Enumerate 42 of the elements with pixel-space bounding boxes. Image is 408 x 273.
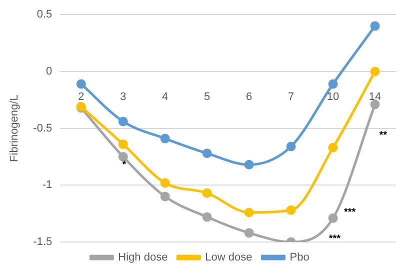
legend-label: Low dose	[205, 252, 252, 264]
x-tick-label: 5	[204, 91, 210, 104]
point	[328, 213, 338, 223]
x-tick-label: 14	[368, 91, 382, 104]
point	[244, 160, 254, 170]
y-axis-title: Fibrinogeng/L	[8, 94, 21, 162]
point	[160, 134, 170, 144]
point	[160, 192, 170, 202]
point	[202, 148, 212, 158]
annotation: ***	[344, 207, 356, 218]
point	[286, 205, 296, 215]
point	[286, 142, 296, 152]
point	[328, 142, 338, 152]
point	[370, 100, 380, 110]
x-tick-label: 10	[326, 91, 340, 104]
annotation: *	[122, 159, 126, 170]
point	[370, 21, 380, 31]
legend-label: High dose	[118, 252, 168, 264]
point	[244, 208, 254, 218]
point	[118, 152, 128, 162]
y-tick-label: -0.5	[33, 122, 52, 134]
point	[244, 228, 254, 238]
point	[76, 79, 86, 89]
x-tick-label: 4	[162, 91, 168, 104]
annotation: ***	[328, 233, 341, 244]
y-tick-label: -1.5	[33, 236, 52, 248]
x-tick-label: 6	[246, 91, 252, 104]
x-tick-label: 3	[120, 91, 126, 104]
point	[118, 139, 128, 149]
legend-label: Pbo	[290, 252, 310, 264]
x-tick-label: 2	[78, 91, 84, 104]
y-tick-label: -1	[42, 179, 52, 192]
point	[160, 178, 170, 188]
annotation: **	[379, 130, 388, 141]
y-tick-label: 0	[46, 65, 52, 78]
point	[118, 116, 128, 126]
y-tick-label: 0.5	[36, 8, 52, 21]
x-tick-label: 7	[288, 91, 294, 104]
point	[370, 66, 380, 76]
point	[328, 79, 338, 89]
point	[202, 188, 212, 198]
point	[202, 212, 212, 222]
